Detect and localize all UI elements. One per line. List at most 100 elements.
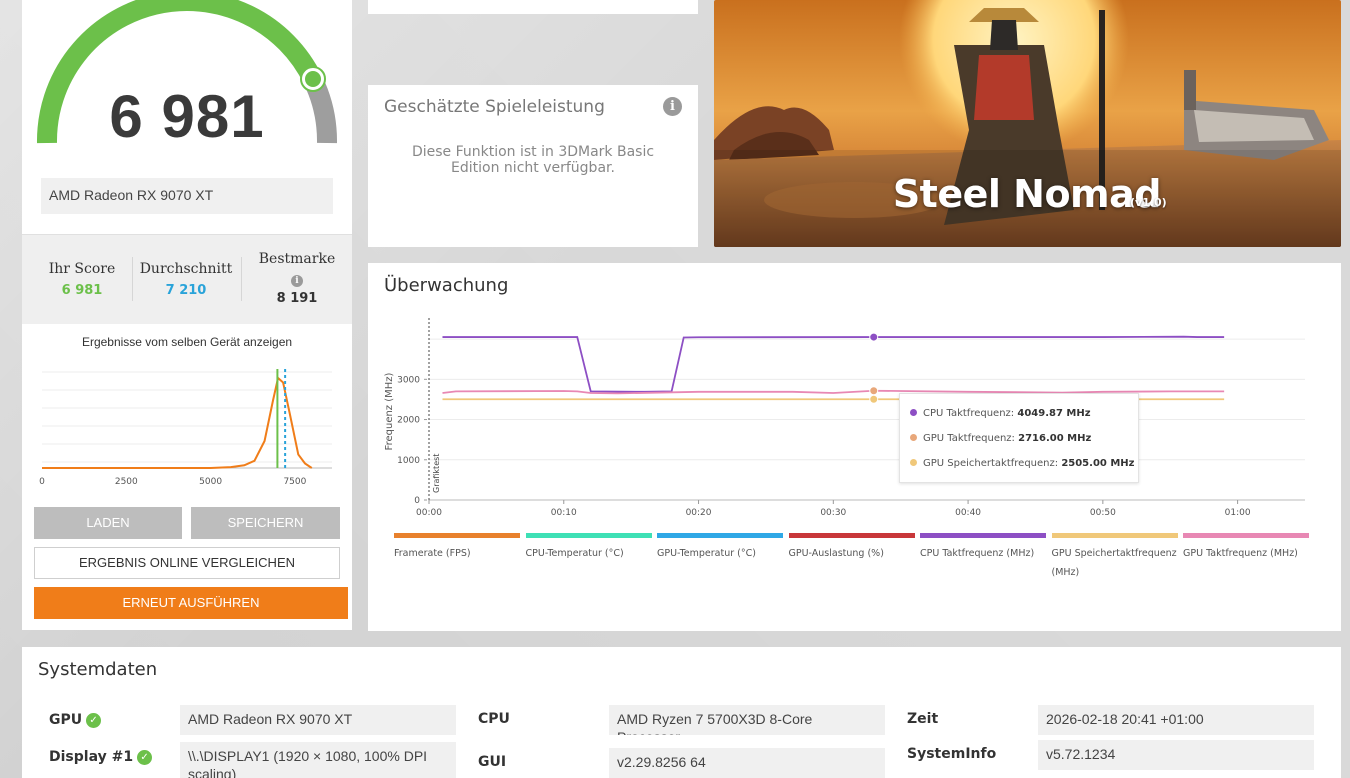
y-tick-label: 3000 <box>397 375 420 385</box>
legend-label: Framerate (FPS) <box>394 548 471 559</box>
info-icon[interactable]: i <box>291 275 303 287</box>
same-device-label[interactable]: Ergebnisse vom selben Gerät anzeigen <box>81 335 293 349</box>
legend-swatch <box>788 533 915 538</box>
y-axis-label: Frequenz (MHz) <box>384 372 395 450</box>
distribution-line <box>42 376 313 469</box>
x-tick-label: 00:20 <box>686 508 712 518</box>
tooltip-label: GPU Taktfrequenz: <box>923 433 1015 444</box>
legend-swatch <box>1183 533 1309 538</box>
x-tick-label: 00:40 <box>955 508 981 518</box>
score-gauge <box>36 0 337 144</box>
y-tick-label: 0 <box>414 496 420 506</box>
legend-item[interactable]: CPU Taktfrequenz (MHz) <box>920 533 1046 563</box>
gpu-value: AMD Radeon RX 9070 XT <box>180 705 456 735</box>
tooltip-value: 2716.00 MHz <box>1018 433 1092 444</box>
series-dot <box>910 409 917 416</box>
x-tick-label: 00:00 <box>416 508 442 518</box>
check-icon: ✓ <box>137 750 153 765</box>
tooltip-row: GPU Taktfrequenz: 2716.00 MHz <box>910 433 1091 444</box>
x-tick-label: 00:10 <box>551 508 577 518</box>
load-button[interactable]: LADEN <box>34 507 182 539</box>
display-label: Display #1 ✓ <box>49 749 153 765</box>
cpu-value: AMD Ryzen 7 5700X3D 8-Core Processor <box>609 705 885 735</box>
test-phase-label: Grafiktest <box>432 454 441 493</box>
time-value: 2026-02-18 20:41 +01:00 <box>1038 705 1314 735</box>
tick-label: 0 <box>39 477 45 487</box>
best-col: Bestmarke i 8 191 <box>244 251 350 341</box>
legend-swatch <box>1051 533 1178 538</box>
legend-label: CPU Taktfrequenz (MHz) <box>920 548 1035 559</box>
series-line <box>442 389 1225 395</box>
gui-label: GUI <box>478 754 507 770</box>
systeminfo-value: v5.72.1234 <box>1038 740 1314 770</box>
device-name: AMD Radeon RX 9070 XT <box>41 178 333 214</box>
score-distribution-chart: 0 2500 5000 7500 <box>39 369 332 487</box>
tooltip-row: CPU Taktfrequenz: 4049.87 MHz <box>910 408 1091 419</box>
legend-item[interactable]: GPU Taktfrequenz (MHz) <box>1183 533 1309 563</box>
series-dot <box>910 459 917 466</box>
tooltip-value: 2505.00 MHz <box>1061 458 1135 469</box>
total-score: 6 981 <box>109 83 265 150</box>
legend-label: CPU-Temperatur (°C) <box>525 548 624 559</box>
hover-point <box>869 386 879 396</box>
top-card <box>368 0 698 14</box>
tooltip-label: CPU Taktfrequenz: <box>923 408 1015 419</box>
legend-swatch <box>525 533 652 538</box>
score-panel: 6 981 AMD Radeon RX 9070 XT Ihr Score 6 … <box>22 0 352 630</box>
legend-item[interactable]: Framerate (FPS) <box>394 533 520 563</box>
series-dot <box>910 434 917 441</box>
legend-swatch <box>394 533 520 538</box>
info-icon[interactable]: i <box>663 97 682 116</box>
tooltip-row: GPU Speichertaktfrequenz: 2505.00 MHz <box>910 458 1134 469</box>
x-tick-label: 00:30 <box>820 508 846 518</box>
monitoring-card: Überwachung 0 1000 2000 3000 00:00 00:10 00:20… <box>368 263 1341 631</box>
average-label: Durchschnitt <box>139 261 233 277</box>
tick-label: 7500 <box>283 477 306 487</box>
steel-nomad-artwork <box>714 0 1341 247</box>
gui-value: v2.29.8256 64 <box>609 748 885 778</box>
system-data-card: Systemdaten GPU ✓ AMD Radeon RX 9070 XT D… <box>22 647 1341 778</box>
hover-point <box>869 332 879 342</box>
legend-label: GPU Taktfrequenz (MHz) <box>1183 548 1298 559</box>
legend-item[interactable]: GPU-Temperatur (°C) <box>657 533 783 563</box>
legend-item[interactable]: GPU Speichertaktfrequenz (MHz) <box>1051 533 1178 582</box>
legend-swatch <box>657 533 783 538</box>
your-score-col: Ihr Score 6 981 <box>32 261 132 351</box>
y-tick-label: 1000 <box>397 456 420 466</box>
legend-item[interactable]: GPU-Auslastung (%) <box>788 533 915 563</box>
your-score-label: Ihr Score <box>48 261 116 277</box>
benchmark-hero-image: Steel Nomad (v1.0) <box>714 0 1341 247</box>
cpu-label: CPU <box>478 711 510 727</box>
gpu-label: GPU ✓ <box>49 712 102 728</box>
hover-point <box>869 394 879 404</box>
tooltip-label: GPU Speichertaktfrequenz: <box>923 458 1059 469</box>
best-value: 8 191 <box>276 291 318 306</box>
tooltip-value: 4049.87 MHz <box>1017 408 1091 419</box>
legend-label: GPU-Auslastung (%) <box>788 548 884 559</box>
best-label: Bestmarke <box>258 251 336 267</box>
time-label: Zeit <box>907 711 939 727</box>
legend-label: GPU-Temperatur (°C) <box>657 548 756 559</box>
series-line <box>442 335 1225 393</box>
benchmark-title: Steel Nomad <box>892 172 1162 216</box>
y-tick-label: 2000 <box>397 416 420 426</box>
benchmark-version: (v1.0) <box>1130 196 1167 209</box>
legend-item[interactable]: CPU-Temperatur (°C) <box>525 533 652 563</box>
legend-swatch <box>920 533 1046 538</box>
save-button[interactable]: SPEICHERN <box>191 507 340 539</box>
compare-online-button[interactable]: ERGEBNIS ONLINE VERGLEICHEN <box>34 547 340 579</box>
score-comparison: Ihr Score 6 981 Durchschnitt 7 210 Bestm… <box>22 234 352 324</box>
rerun-button[interactable]: ERNEUT AUSFÜHREN <box>34 587 348 619</box>
chart-tooltip: CPU Taktfrequenz: 4049.87 MHz GPU Taktfr… <box>899 393 1139 483</box>
average-value: 7 210 <box>165 283 207 298</box>
legend-label: GPU Speichertaktfrequenz (MHz) <box>1051 548 1177 578</box>
unavailable-message: Diese Funktion ist in 3DMark Basic Editi… <box>411 144 655 176</box>
estimated-performance-title: Geschätzte Spieleleistung <box>384 97 605 117</box>
monitoring-chart[interactable]: 0 1000 2000 3000 00:00 00:10 00:20 00:30 00:40 00… <box>368 263 1341 523</box>
system-data-title: Systemdaten <box>38 659 158 680</box>
systeminfo-label: SystemInfo <box>907 746 997 762</box>
monitoring-title: Überwachung <box>384 275 509 296</box>
x-tick-label: 01:00 <box>1225 508 1251 518</box>
tick-label: 5000 <box>199 477 222 487</box>
check-icon: ✓ <box>86 713 102 728</box>
